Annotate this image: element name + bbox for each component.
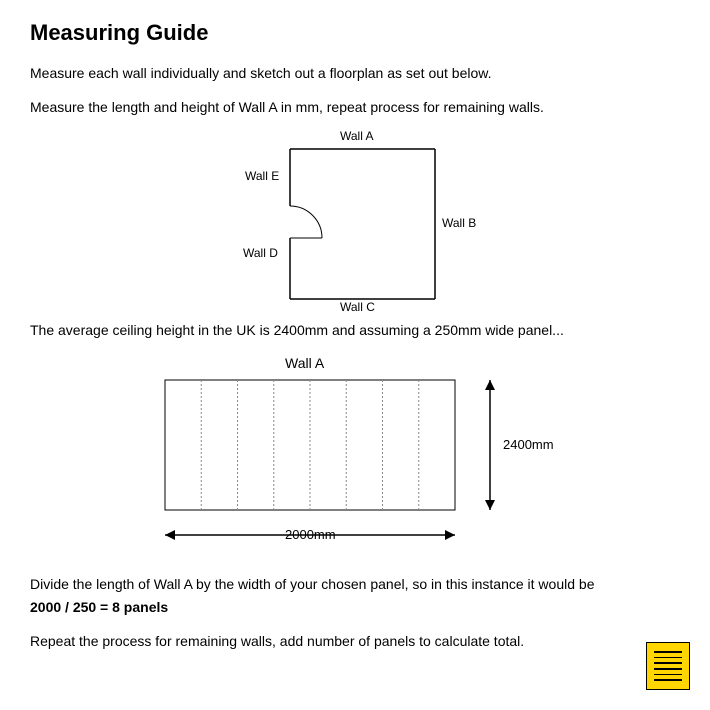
wall-d-label: Wall D — [243, 246, 278, 260]
intro-paragraph-2: Measure the length and height of Wall A … — [30, 98, 680, 118]
intro-paragraph-1: Measure each wall individually and sketc… — [30, 64, 680, 84]
floorplan-diagram: Wall A Wall B Wall C Wall D Wall E — [230, 131, 480, 316]
wall-c-label: Wall C — [340, 300, 375, 314]
page-title: Measuring Guide — [30, 20, 680, 46]
wall-e-label: Wall E — [245, 169, 279, 183]
panel-diagram: Wall A 2400mm 2000mm — [145, 355, 565, 555]
floorplan-container: Wall A Wall B Wall C Wall D Wall E — [30, 131, 680, 316]
panel-container: Wall A 2400mm 2000mm — [30, 355, 680, 555]
brand-logo — [646, 642, 690, 690]
height-label: 2400mm — [503, 437, 554, 452]
calc-result: 2000 / 250 = 8 panels — [30, 598, 680, 618]
panel-svg — [145, 355, 565, 555]
mid-paragraph: The average ceiling height in the UK is … — [30, 321, 680, 341]
wall-a-label: Wall A — [340, 129, 374, 143]
width-label: 2000mm — [285, 527, 336, 542]
wall-b-label: Wall B — [442, 216, 476, 230]
calc-paragraph-1: Divide the length of Wall A by the width… — [30, 575, 680, 595]
panel-title: Wall A — [285, 355, 324, 371]
calc-paragraph-2: Repeat the process for remaining walls, … — [30, 632, 680, 652]
